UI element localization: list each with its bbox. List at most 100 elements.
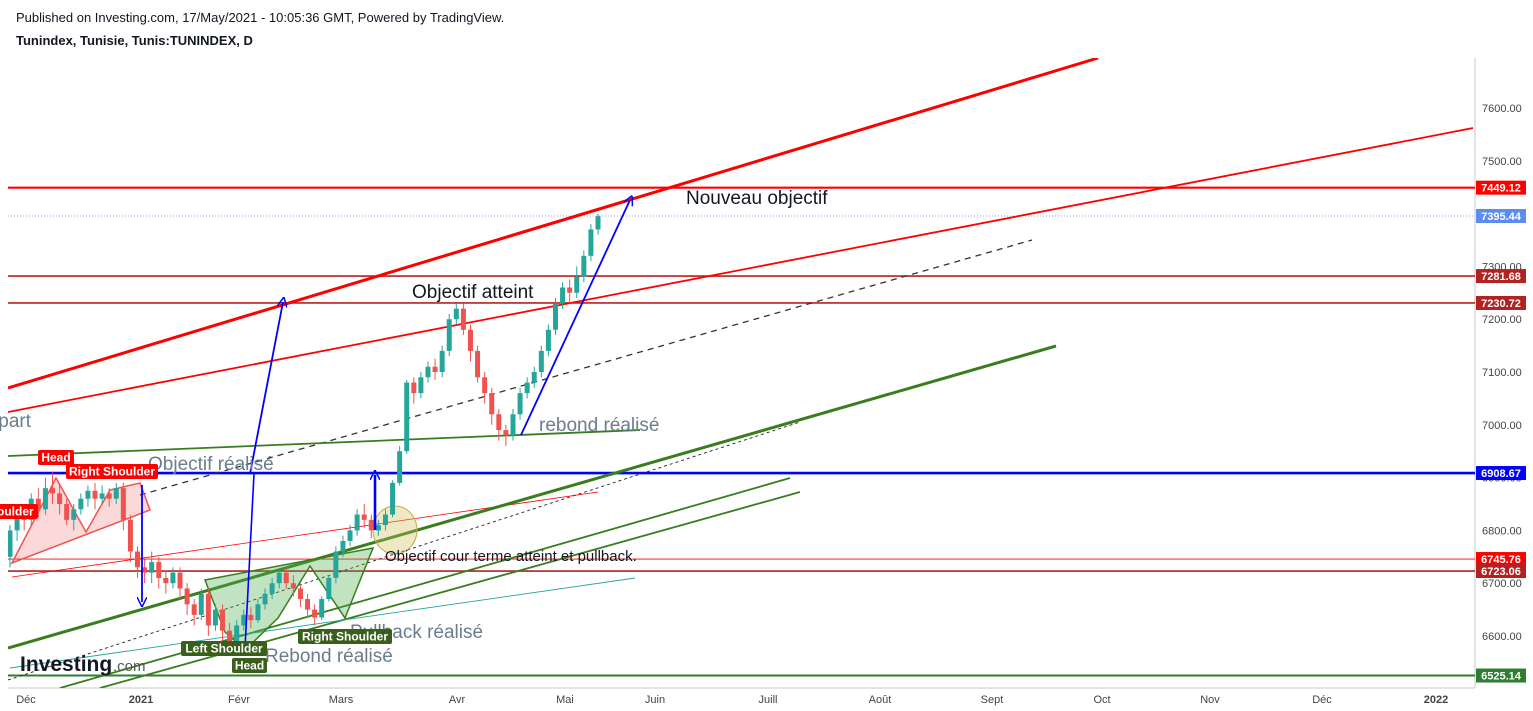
candle-up <box>262 593 268 605</box>
candle-down <box>205 593 211 626</box>
x-tick-label: Avr <box>449 694 466 706</box>
candle-up <box>326 577 332 600</box>
candle-up <box>581 255 587 277</box>
candle-up <box>510 414 516 436</box>
candle-up <box>234 625 240 647</box>
candle-up <box>276 572 282 584</box>
symbol-title: Tunindex, Tunisie, Tunis:TUNINDEX, D <box>16 33 253 48</box>
candle-up <box>198 593 204 615</box>
price-badge-bg <box>1476 564 1526 579</box>
candle-down <box>312 609 318 618</box>
candle-down <box>120 488 126 520</box>
tag-head-green-bg <box>232 658 267 673</box>
y-tick-label: 7100.00 <box>1482 367 1522 379</box>
price-badge-label: 6745.76 <box>1481 554 1521 566</box>
candle-down <box>135 551 141 568</box>
candle-down <box>283 572 289 584</box>
candle-down <box>156 562 162 578</box>
candle-down <box>106 493 112 499</box>
candle-up <box>113 488 119 499</box>
arrow-up-objective <box>249 302 283 475</box>
candle-down <box>92 490 98 499</box>
upper-red-channel-line <box>8 58 1099 390</box>
candle-up <box>453 308 459 320</box>
candle-up <box>8 530 13 557</box>
price-badge-bg <box>1476 295 1526 310</box>
candle-down <box>57 493 63 504</box>
candle-up <box>552 303 558 330</box>
candle-down <box>432 366 438 372</box>
candle-up <box>333 551 339 578</box>
candle-up <box>574 276 580 293</box>
candle-down <box>361 514 367 520</box>
candle-up <box>42 488 48 510</box>
x-tick-label: Mars <box>329 694 354 706</box>
candle-up <box>71 509 77 520</box>
candle-up <box>545 329 551 351</box>
x-tick-label: Juill <box>759 694 778 706</box>
tag-right-shoulder-green: Right Shoulder <box>302 630 388 644</box>
price-badge-bg <box>1476 180 1526 195</box>
candle-down <box>496 414 502 431</box>
price-badge-label: 7449.12 <box>1481 183 1521 195</box>
candle-up <box>538 350 544 372</box>
price-badge-bg <box>1476 269 1526 284</box>
candle-up <box>255 604 261 621</box>
x-tick-label: Nov <box>1200 694 1220 706</box>
price-badge-label: 6908.67 <box>1481 468 1521 480</box>
candle-up <box>340 540 346 552</box>
tag-head-green: Head <box>235 659 264 673</box>
candle-up <box>404 382 410 452</box>
candle-down <box>191 604 197 615</box>
price-badge-bg <box>1476 209 1526 224</box>
teal-line <box>9 577 636 669</box>
candle-down <box>503 430 509 436</box>
y-tick-label: 6600.00 <box>1482 631 1522 643</box>
dashed-median-line <box>139 239 1033 496</box>
candle-up <box>149 562 155 573</box>
candle-up <box>390 482 396 515</box>
price-badge-label: 6723.06 <box>1481 566 1521 578</box>
candle-up <box>212 609 218 626</box>
candle-down <box>227 630 233 647</box>
price-badge-label: 6525.14 <box>1481 671 1522 683</box>
price-badge-label: 7281.68 <box>1481 271 1521 283</box>
candle-down <box>467 329 473 351</box>
candle-down <box>163 577 169 584</box>
published-info: Published on Investing.com, 17/May/2021 … <box>16 10 505 25</box>
x-tick-label: Oct <box>1093 694 1110 706</box>
candle-up <box>588 229 594 256</box>
candle-down <box>177 572 183 589</box>
candle-up <box>170 572 176 584</box>
y-tick-label: 7000.00 <box>1482 420 1522 432</box>
candle-up <box>517 393 523 415</box>
candle-up <box>99 493 105 499</box>
candle-up <box>595 216 601 230</box>
label-rebond-realise: rebond réalisé <box>539 415 659 436</box>
candle-down <box>567 287 573 293</box>
tag-left-shoulder-red-bg <box>0 504 38 519</box>
candle-up <box>418 377 424 394</box>
candle-down <box>248 614 254 621</box>
x-tick-label: 2022 <box>1424 694 1448 706</box>
candle-up <box>347 530 353 541</box>
candle-down <box>297 588 303 600</box>
candle-down <box>64 504 70 520</box>
price-badge-bg <box>1476 466 1526 481</box>
candle-down <box>142 567 148 573</box>
candle-down <box>35 498 41 510</box>
candle-down <box>475 350 481 378</box>
label-nouveau-objectif: Nouveau objectif <box>686 188 828 209</box>
x-tick-label: Juin <box>645 694 665 706</box>
x-tick-label: Déc <box>1312 694 1332 706</box>
price-badge-label: 7230.72 <box>1481 298 1521 310</box>
green-trend-line <box>8 344 1057 650</box>
price-badge-bg <box>1476 668 1526 683</box>
candle-up <box>531 372 537 383</box>
candle-up <box>319 599 325 618</box>
y-tick-label: 6800.00 <box>1482 525 1522 537</box>
green-channel-line-1 <box>59 477 791 688</box>
candle-down <box>460 308 466 330</box>
label-objectif-atteint: Objectif atteint <box>412 282 534 303</box>
